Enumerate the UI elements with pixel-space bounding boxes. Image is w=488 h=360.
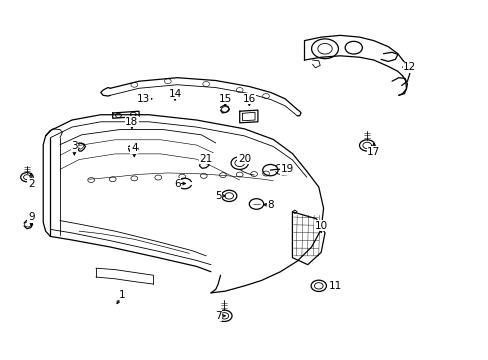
Text: 19: 19 [281,165,294,174]
Text: 16: 16 [242,94,255,104]
Text: 8: 8 [267,200,274,210]
Text: 12: 12 [403,62,416,72]
Text: 3: 3 [71,141,78,152]
Text: 10: 10 [314,221,327,231]
Text: 7: 7 [214,311,221,321]
Text: 11: 11 [328,281,342,291]
Text: 14: 14 [168,89,181,99]
Text: 6: 6 [174,179,181,189]
Text: 20: 20 [238,154,250,164]
Text: 13: 13 [137,94,150,104]
Text: 4: 4 [131,143,137,153]
Text: 21: 21 [199,154,212,164]
Text: 18: 18 [125,117,138,127]
Text: 5: 5 [214,191,221,201]
Text: 9: 9 [28,212,35,222]
Text: 15: 15 [218,94,231,104]
Text: 17: 17 [366,147,380,157]
Text: 2: 2 [28,179,35,189]
Text: 1: 1 [119,290,125,300]
